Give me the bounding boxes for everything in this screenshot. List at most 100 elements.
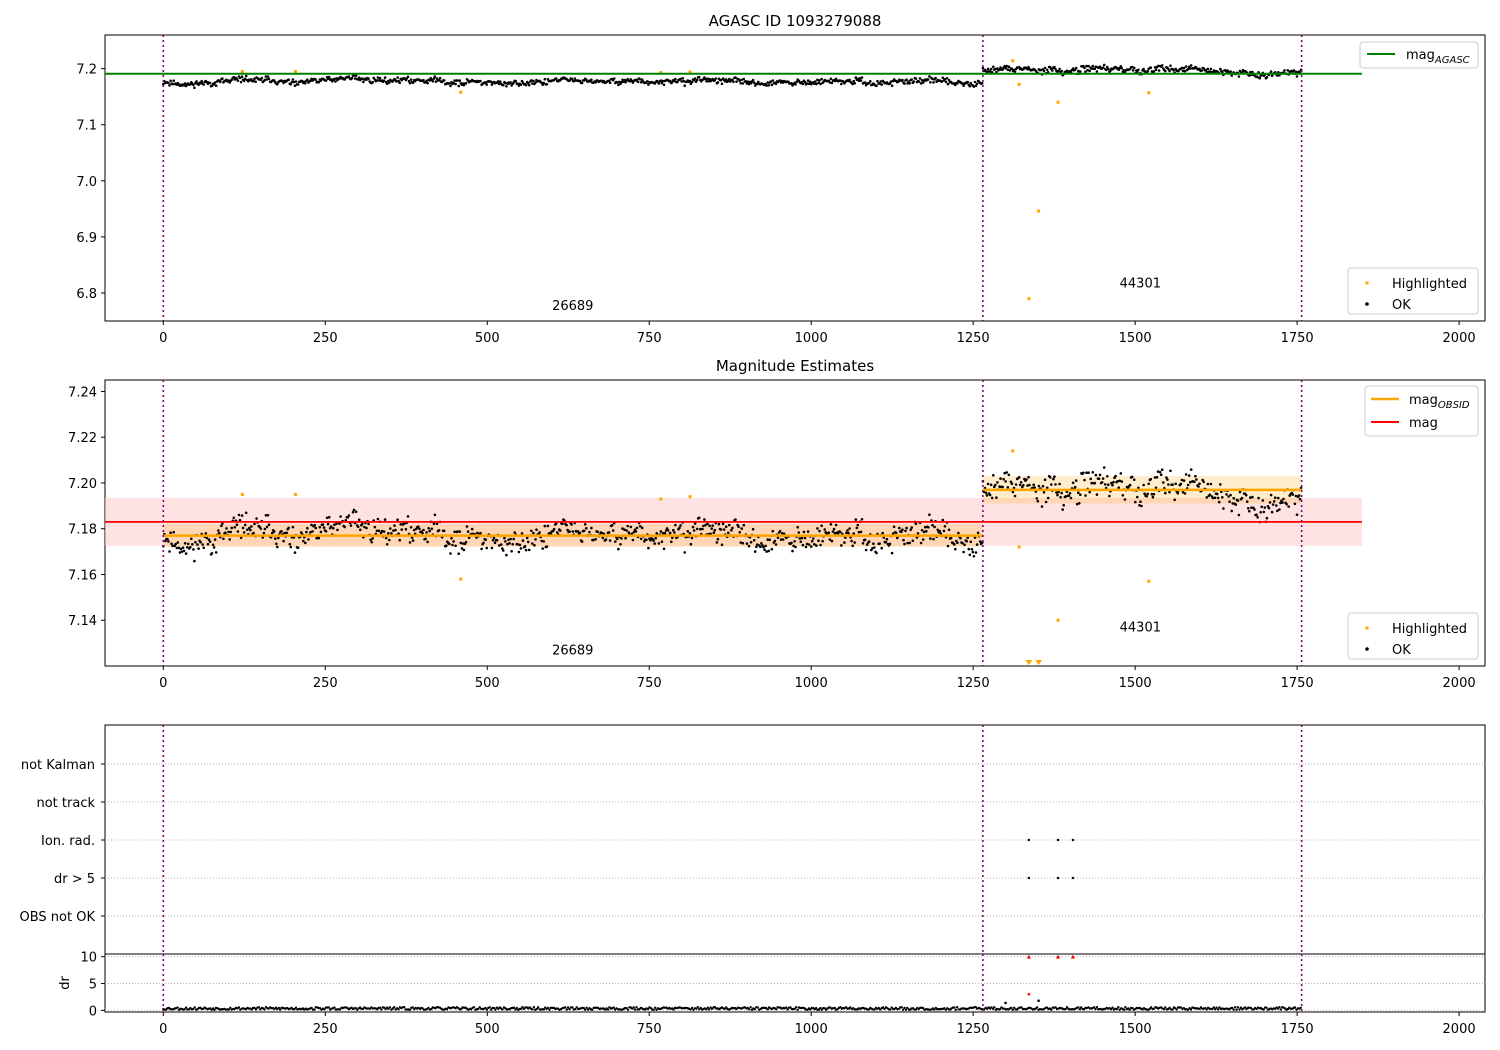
- ok-point: [860, 76, 864, 79]
- ok-point: [1160, 468, 1164, 472]
- dr-point: [257, 1006, 260, 1009]
- ok-point: [734, 76, 737, 79]
- ok-point: [848, 527, 851, 530]
- ok-point: [1293, 502, 1297, 506]
- ok-point: [502, 549, 505, 552]
- legend-label: OK: [1392, 298, 1411, 313]
- ok-point: [449, 552, 452, 555]
- ok-point: [513, 531, 516, 534]
- ok-point: [653, 542, 656, 545]
- ok-point: [933, 525, 936, 529]
- ok-point: [492, 536, 496, 540]
- ok-point: [274, 537, 277, 540]
- highlighted-point: [240, 492, 244, 496]
- ok-point: [276, 83, 279, 86]
- ok-point: [1028, 483, 1031, 487]
- dr-point: [393, 1006, 396, 1009]
- ok-point: [1042, 69, 1046, 73]
- dr-point: [633, 1008, 637, 1011]
- ok-point: [246, 528, 249, 531]
- ok-point: [1165, 476, 1168, 479]
- ok-point: [1045, 68, 1049, 72]
- ok-point: [859, 530, 863, 534]
- ok-point: [542, 540, 545, 543]
- ok-point: [881, 531, 884, 535]
- ok-point: [934, 76, 937, 80]
- ok-point: [192, 83, 195, 87]
- ok-point: [683, 551, 686, 554]
- panel-flags: not Kalman not track Ion. rad. dr > 5 OBS no…: [20, 724, 1486, 955]
- ok-point: [738, 79, 741, 82]
- ok-point: [239, 80, 243, 84]
- ok-point: [986, 67, 990, 71]
- ok-point: [833, 79, 837, 83]
- ok-point: [901, 528, 904, 531]
- dr-point: [653, 1006, 657, 1009]
- ok-point: [854, 518, 858, 521]
- ok-point: [431, 80, 435, 83]
- ok-point: [265, 78, 269, 81]
- ok-point: [172, 530, 175, 534]
- ok-point: [852, 532, 855, 535]
- ok-point: [734, 518, 737, 521]
- ok-point: [912, 80, 916, 83]
- ok-point: [905, 526, 908, 530]
- ok-point: [920, 78, 924, 82]
- ok-point: [421, 531, 424, 535]
- ok-point: [662, 83, 666, 87]
- ok-point: [517, 550, 521, 554]
- ok-point: [329, 78, 333, 81]
- ok-point: [853, 81, 856, 85]
- ok-point: [304, 82, 307, 85]
- ok-point: [1145, 495, 1148, 498]
- ok-point: [182, 549, 186, 553]
- ok-point: [963, 543, 966, 547]
- ok-point: [670, 540, 673, 543]
- ok-point: [737, 525, 740, 529]
- y-tick-label: 0: [89, 1004, 97, 1019]
- highlighted-point: [240, 69, 244, 73]
- dr-outlier-point: [1037, 999, 1040, 1003]
- ok-point: [1112, 480, 1115, 484]
- dr-point: [1168, 1006, 1171, 1009]
- ok-point: [607, 531, 611, 534]
- ok-point: [250, 525, 253, 528]
- ok-point: [186, 542, 190, 546]
- ok-point: [1086, 68, 1089, 72]
- ok-point: [367, 77, 370, 80]
- ok-point: [1137, 486, 1140, 490]
- ok-point: [801, 543, 805, 547]
- dr-point: [1238, 1008, 1241, 1011]
- ok-point: [631, 538, 635, 542]
- ok-point: [682, 79, 685, 83]
- ok-point: [183, 542, 187, 545]
- dr-clipped-marker: [1070, 954, 1075, 959]
- ok-point: [1160, 64, 1164, 67]
- ok-point: [657, 542, 661, 545]
- ok-point: [732, 80, 735, 84]
- ok-point: [221, 77, 224, 80]
- ok-point: [1083, 478, 1086, 482]
- ok-point: [1120, 480, 1124, 483]
- ok-point: [428, 529, 432, 533]
- ok-point: [961, 541, 964, 545]
- dr-point: [501, 1008, 504, 1011]
- ok-point: [869, 80, 872, 83]
- ok-point: [1011, 490, 1015, 494]
- dr-point: [1205, 1008, 1208, 1011]
- ok-point: [479, 531, 482, 535]
- dr-point: [606, 1008, 610, 1011]
- ok-point: [1268, 501, 1272, 504]
- ok-point: [352, 508, 356, 512]
- ok-point: [1149, 477, 1153, 481]
- ok-point: [954, 83, 957, 87]
- ok-point: [1272, 500, 1276, 503]
- ok-point: [891, 532, 895, 535]
- ok-point: [781, 538, 785, 541]
- ok-point: [805, 82, 809, 85]
- ok-point: [504, 81, 507, 85]
- ok-point: [484, 538, 488, 541]
- ok-point: [766, 538, 769, 541]
- ok-point: [1114, 474, 1117, 478]
- ok-point: [1043, 66, 1047, 70]
